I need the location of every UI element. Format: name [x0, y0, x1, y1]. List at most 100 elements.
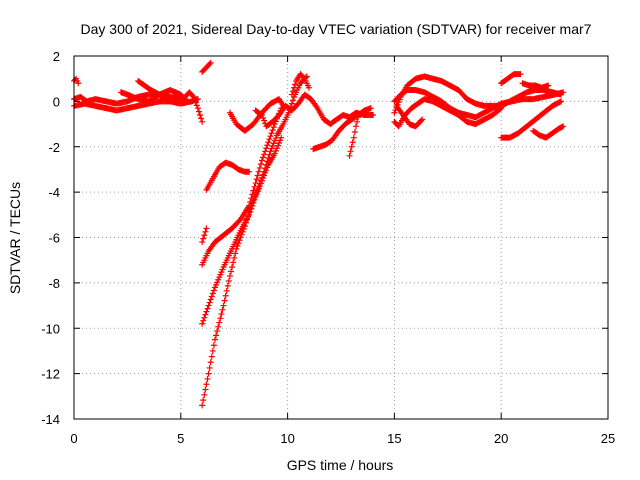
data-point	[184, 98, 191, 105]
data-point	[214, 328, 221, 335]
data-point	[260, 154, 267, 161]
data-point	[263, 145, 270, 152]
data-point	[267, 133, 274, 140]
y-tick-label: -12	[41, 367, 60, 382]
data-point	[498, 105, 505, 112]
series-track-s	[391, 87, 567, 121]
data-point	[269, 127, 276, 134]
data-point	[261, 151, 268, 158]
data-point	[220, 302, 227, 309]
data-point	[257, 111, 264, 118]
data-point	[262, 169, 269, 176]
data-point	[262, 148, 269, 155]
data-point	[232, 250, 239, 257]
data-point	[211, 336, 218, 343]
data-point	[355, 114, 362, 121]
data-point	[276, 139, 283, 146]
data-point	[202, 228, 209, 235]
series-track-y	[519, 80, 552, 91]
data-point	[558, 98, 565, 105]
data-point	[229, 263, 236, 270]
series-track-q	[346, 114, 362, 159]
grid-lines	[74, 56, 608, 419]
data-point	[200, 235, 207, 242]
x-tick-label: 5	[177, 431, 184, 446]
data-point	[207, 359, 214, 366]
data-point	[291, 84, 298, 91]
data-point	[257, 180, 264, 187]
x-tick-labels: 0 5 10 15 20 25	[70, 431, 615, 446]
x-tick-label: 10	[280, 431, 294, 446]
data-point	[305, 84, 312, 91]
data-point	[199, 320, 206, 327]
series-track-x	[530, 123, 567, 141]
data-points	[71, 59, 567, 409]
data-point	[199, 118, 206, 125]
data-point	[225, 277, 232, 284]
data-point	[254, 188, 261, 195]
data-point	[264, 164, 271, 171]
data-point	[209, 290, 216, 297]
data-point	[261, 117, 268, 124]
data-point	[258, 177, 265, 184]
x-tick-label: 20	[494, 431, 508, 446]
data-point	[209, 347, 216, 354]
data-point	[289, 88, 296, 95]
data-point	[271, 150, 278, 157]
data-point	[288, 100, 295, 107]
data-point	[261, 172, 268, 179]
x-tick-label: 25	[601, 431, 615, 446]
data-point	[210, 287, 217, 294]
data-point	[193, 102, 200, 109]
series-track-t	[391, 96, 505, 130]
data-point	[266, 136, 273, 143]
data-point	[266, 151, 273, 158]
data-point	[246, 202, 253, 209]
data-point	[226, 273, 233, 280]
data-point	[350, 134, 357, 141]
series-track-d	[135, 77, 169, 103]
data-point	[300, 74, 307, 81]
data-point	[265, 139, 272, 146]
data-point	[203, 308, 210, 315]
data-point	[348, 143, 355, 150]
data-point	[202, 386, 209, 393]
data-point	[270, 124, 277, 131]
data-point	[224, 282, 231, 289]
data-point	[162, 96, 169, 103]
series-track-j	[199, 105, 285, 268]
data-point	[292, 81, 299, 88]
y-tick-label: -6	[48, 231, 60, 246]
data-point	[201, 391, 208, 398]
y-tick-labels: 2 0 -2 -4 -6 -8 -10 -12 -14	[41, 49, 60, 427]
data-point	[191, 96, 198, 103]
data-point	[247, 208, 254, 215]
data-point	[221, 297, 228, 304]
data-point	[203, 381, 210, 388]
data-point	[352, 123, 359, 130]
data-point	[254, 172, 261, 179]
data-point	[253, 176, 260, 183]
y-tick-label: -14	[41, 412, 60, 427]
data-point	[260, 175, 267, 182]
data-point	[497, 106, 504, 113]
series-track-i	[199, 134, 285, 327]
x-axis-label: GPS time / hours	[287, 457, 394, 473]
data-point	[560, 123, 567, 130]
data-point	[215, 323, 222, 330]
data-point	[268, 130, 275, 137]
data-point	[217, 315, 224, 322]
data-point	[289, 97, 296, 104]
y-tick-label: 0	[53, 94, 60, 109]
data-point	[204, 305, 211, 312]
data-point	[206, 299, 213, 306]
data-point	[251, 196, 258, 203]
data-point	[205, 370, 212, 377]
data-point	[199, 239, 206, 246]
series-track-u	[393, 102, 426, 130]
data-point	[250, 199, 257, 206]
data-point	[256, 164, 263, 171]
y-axis-label: SDTVAR / TECUs	[7, 182, 23, 294]
data-point	[195, 108, 202, 115]
